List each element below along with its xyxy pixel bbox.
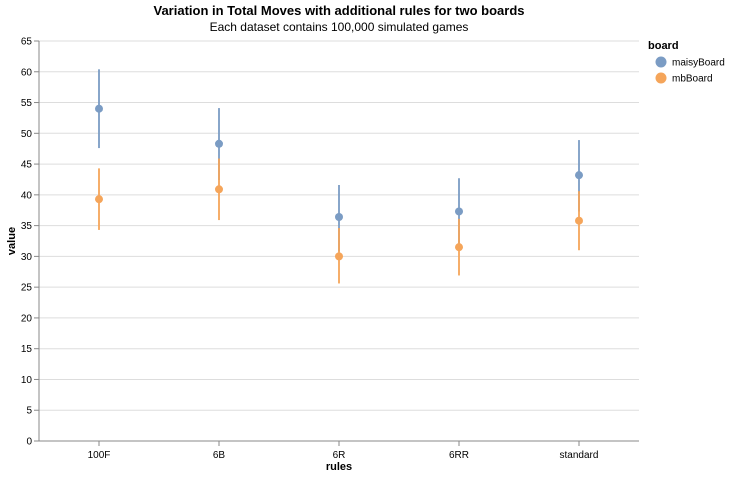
y-tick-label: 5 bbox=[26, 406, 32, 417]
y-tick-label: 10 bbox=[21, 375, 33, 386]
gridlines bbox=[39, 40, 639, 442]
y-tick-label: 15 bbox=[21, 344, 33, 355]
x-tick-label: 100F bbox=[88, 450, 111, 461]
y-tick-label: 40 bbox=[21, 190, 33, 201]
legend-symbol bbox=[655, 72, 667, 84]
points-maisyBoard bbox=[95, 104, 583, 221]
y-tick-label: 55 bbox=[21, 98, 33, 109]
data-marks bbox=[95, 69, 583, 284]
y-tick-label: 20 bbox=[21, 313, 33, 324]
legend-symbol bbox=[655, 56, 667, 68]
data-point bbox=[575, 216, 583, 225]
data-point bbox=[335, 213, 343, 221]
y-tick-label: 60 bbox=[21, 67, 33, 78]
chart-subtitle: Each dataset contains 100,000 simulated … bbox=[210, 20, 469, 34]
y-tick-label: 50 bbox=[21, 129, 33, 140]
y-tick-label: 0 bbox=[26, 437, 32, 448]
x-tick-label: 6B bbox=[213, 450, 226, 461]
y-tick-label: 30 bbox=[21, 252, 33, 263]
y-tick-label: 25 bbox=[21, 283, 33, 294]
y-axis-title: value bbox=[6, 227, 18, 255]
series-maisyBoard bbox=[98, 69, 580, 252]
data-point bbox=[575, 171, 583, 180]
y-axis-ticks: 0 5 10 15 20 25 30 35 40 45 50 55 60 65 bbox=[21, 37, 39, 448]
legend-label: maisyBoard bbox=[672, 58, 725, 69]
data-point bbox=[215, 185, 223, 194]
data-point bbox=[215, 139, 223, 148]
y-tick-label: 35 bbox=[21, 221, 33, 232]
legend-title: board bbox=[648, 40, 679, 52]
x-tick-label: 6RR bbox=[449, 450, 469, 461]
x-tick-label: 6R bbox=[333, 450, 346, 461]
legend-label: mbBoard bbox=[672, 74, 713, 85]
data-point bbox=[335, 252, 343, 261]
data-point bbox=[455, 207, 463, 216]
y-tick-label: 45 bbox=[21, 160, 33, 171]
data-point bbox=[455, 243, 463, 252]
x-axis-title: rules bbox=[326, 461, 352, 473]
x-tick-label: standard bbox=[560, 450, 599, 461]
y-tick-label: 65 bbox=[21, 37, 33, 48]
points-mbBoard bbox=[95, 185, 583, 261]
x-axis-ticks: 100F 6B 6R 6RR standard bbox=[88, 441, 599, 461]
chart-title: Variation in Total Moves with additional… bbox=[153, 3, 524, 18]
data-point bbox=[95, 104, 103, 113]
legend: board maisyBoard mbBoard bbox=[648, 40, 725, 85]
data-point bbox=[95, 195, 103, 204]
